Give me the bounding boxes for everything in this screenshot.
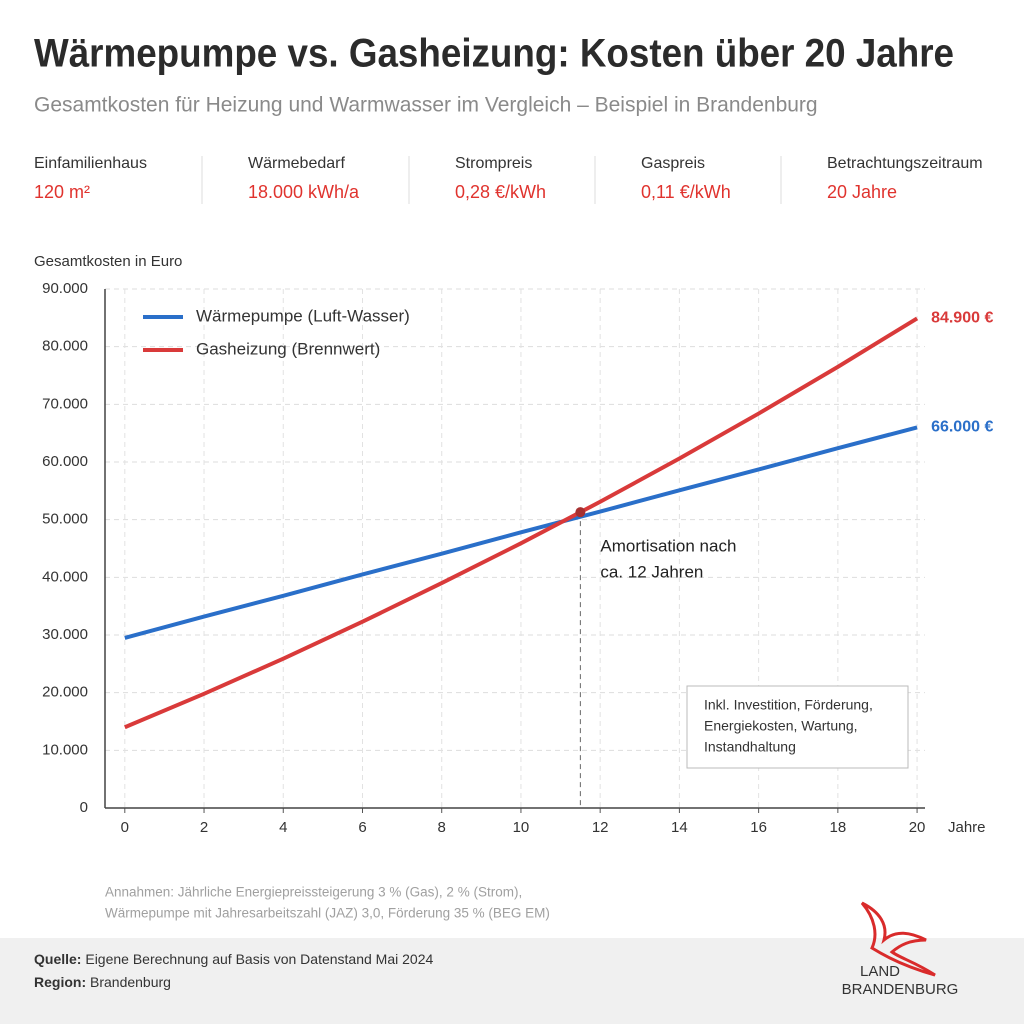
y-tick-label: 70.000	[42, 395, 88, 412]
x-axis-title: Jahre	[948, 819, 986, 836]
y-tick-label: 20.000	[42, 684, 88, 701]
y-tick-label: 60.000	[42, 453, 88, 470]
x-tick-label: 8	[438, 819, 446, 836]
fact-value: 0,11 €/kWh	[641, 182, 731, 202]
fact-value: 20 Jahre	[827, 182, 897, 202]
source: Quelle: Eigene Berechnung auf Basis von …	[34, 951, 433, 967]
fact-label: Wärmebedarf	[248, 155, 345, 172]
x-tick-label: 6	[358, 819, 366, 836]
assumption: Wärmepumpe mit Jahresarbeitszahl (JAZ) 3…	[105, 906, 550, 921]
legend-label: Wärmepumpe (Luft-Wasser)	[196, 306, 410, 325]
subtitle: Gesamtkosten für Heizung und Warmwasser …	[34, 94, 818, 117]
x-tick-label: 20	[909, 819, 926, 836]
note-box	[686, 685, 909, 769]
logo-text: LAND	[860, 963, 900, 980]
fact-label: Einfamilienhaus	[34, 155, 147, 172]
fact-value: 18.000 kWh/a	[248, 182, 360, 202]
region: Region: Brandenburg	[34, 974, 171, 990]
assumption: Annahmen: Jährliche Energiepreissteigeru…	[105, 885, 522, 900]
x-tick-label: 2	[200, 819, 208, 836]
footer-band	[0, 938, 1024, 1024]
y-tick-label: 50.000	[42, 511, 88, 528]
logo-text: BRANDENBURG	[842, 981, 959, 998]
annotation-text: ca. 12 Jahren	[600, 563, 703, 582]
region-label: Region:	[34, 974, 86, 990]
fact-label: Gaspreis	[641, 155, 705, 172]
title: Wärmepumpe vs. Gasheizung: Kosten über 2…	[34, 32, 954, 76]
x-tick-label: 4	[279, 819, 287, 836]
logo-eagle	[860, 901, 936, 977]
x-tick-label: 16	[750, 819, 767, 836]
note-text: Instandhaltung	[704, 739, 796, 755]
y-tick-label: 10.000	[42, 741, 88, 758]
y-axis-title: Gesamtkosten in Euro	[34, 253, 182, 270]
y-tick-label: 0	[80, 799, 88, 816]
intersection-point	[575, 507, 586, 518]
end-label: 66.000 €	[931, 419, 993, 436]
fact-label: Betrachtungszeitraum	[827, 155, 983, 172]
fact-value: 120 m²	[34, 182, 90, 202]
end-label: 84.900 €	[931, 310, 993, 327]
y-tick-label: 40.000	[42, 568, 88, 585]
source-label: Quelle:	[34, 951, 81, 967]
x-tick-label: 14	[671, 819, 688, 836]
x-tick-label: 0	[121, 819, 129, 836]
series-line	[124, 316, 919, 730]
series-line	[124, 425, 918, 640]
x-tick-label: 10	[513, 819, 530, 836]
note-text: Energiekosten, Wartung,	[704, 718, 858, 734]
x-tick-label: 18	[830, 819, 847, 836]
annotation-text: Amortisation nach	[600, 537, 736, 556]
note-text: Inkl. Investition, Förderung,	[704, 697, 873, 713]
y-tick-label: 30.000	[42, 626, 88, 643]
region-text: Brandenburg	[90, 974, 171, 990]
fact-label: Strompreis	[455, 155, 532, 172]
source-text: Eigene Berechnung auf Basis von Datensta…	[85, 951, 433, 967]
fact-value: 0,28 €/kWh	[455, 182, 546, 202]
y-tick-label: 90.000	[42, 280, 88, 297]
x-tick-label: 12	[592, 819, 609, 836]
y-tick-label: 80.000	[42, 338, 88, 355]
legend-label: Gasheizung (Brennwert)	[196, 339, 380, 358]
